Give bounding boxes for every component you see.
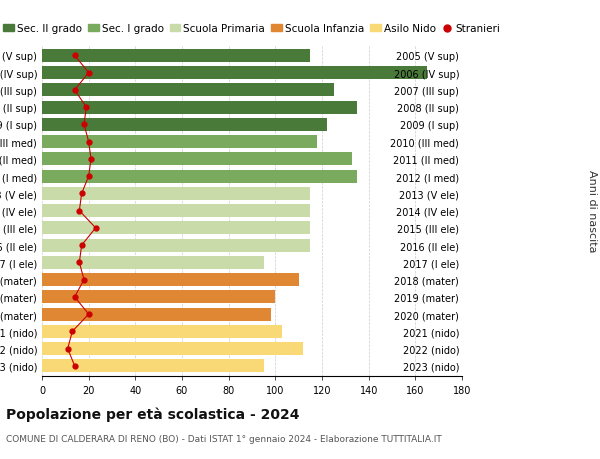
Bar [42, 222, 310, 235]
Bar [42, 274, 299, 286]
Bar [42, 136, 317, 149]
Legend: Sec. II grado, Sec. I grado, Scuola Primaria, Scuola Infanzia, Asilo Nido, Stran: Sec. II grado, Sec. I grado, Scuola Prim… [4, 24, 500, 34]
Bar [42, 205, 310, 218]
Bar [42, 291, 275, 304]
Bar [42, 67, 427, 80]
Text: Popolazione per età scolastica - 2024: Popolazione per età scolastica - 2024 [6, 406, 299, 421]
Text: COMUNE DI CALDERARA DI RENO (BO) - Dati ISTAT 1° gennaio 2024 - Elaborazione TUT: COMUNE DI CALDERARA DI RENO (BO) - Dati … [6, 434, 442, 443]
Bar [42, 101, 357, 114]
Bar [42, 170, 357, 183]
Bar [42, 187, 310, 201]
Bar [42, 325, 283, 338]
Bar [42, 256, 263, 269]
Bar [42, 239, 310, 252]
Bar [42, 153, 352, 166]
Bar [42, 342, 304, 355]
Text: Anni di nascita: Anni di nascita [587, 170, 597, 252]
Bar [42, 359, 263, 373]
Bar [42, 118, 326, 132]
Bar [42, 84, 334, 97]
Bar [42, 50, 310, 63]
Bar [42, 308, 271, 321]
